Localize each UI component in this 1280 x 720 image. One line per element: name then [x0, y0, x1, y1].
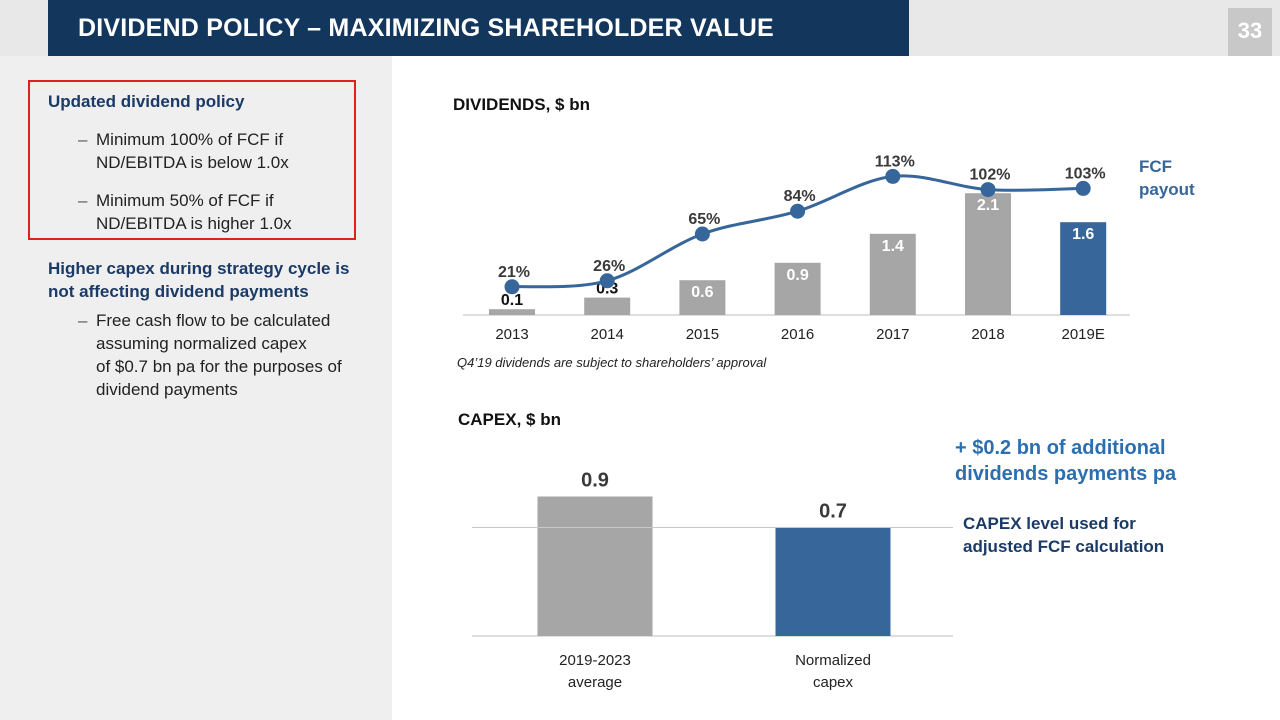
policy-bullet-1-text: Minimum 100% of FCF if ND/EBITDA is belo… [96, 130, 289, 172]
capex-category-label-2: Normalized capex [795, 652, 871, 691]
fcf-payout-label-2019E: 103% [1065, 165, 1106, 182]
fcf-payout-label-2013: 21% [498, 264, 530, 281]
capex-bar-2 [775, 527, 891, 636]
dividend-bar-2016 [774, 262, 821, 315]
dividend-year-label-2014: 2014 [591, 326, 624, 343]
dividend-year-label-2013: 2013 [495, 326, 528, 343]
dividend-value-label-2016: 0.9 [786, 267, 808, 284]
fcf-payout-point-2018 [980, 182, 996, 198]
fcf-payout-point-2013 [504, 279, 520, 295]
page-number: 33 [1228, 8, 1272, 56]
dividend-bar-2013 [489, 309, 535, 315]
capex-bar-1 [537, 496, 653, 636]
dividend-value-label-2019E: 1.6 [1072, 226, 1094, 243]
dividend-bar-2019E [1060, 222, 1107, 315]
capex-value-label-2: 0.7 [819, 501, 847, 523]
fcf-payout-label-2018: 102% [970, 167, 1011, 184]
capex-bullet-1: – Free cash flow to be calculated assumi… [78, 309, 378, 404]
dividends-chart-title: DIVIDENDS, $ bn [453, 95, 590, 114]
dividend-year-label-2015: 2015 [686, 326, 719, 343]
dividend-year-label-2017: 2017 [876, 326, 909, 343]
capex-category-label-line: capex [813, 674, 854, 691]
dividend-value-label-2015: 0.6 [691, 284, 713, 301]
dividend-value-label-2013: 0.1 [501, 292, 523, 309]
policy-bullet-2-text: Minimum 50% of FCF if ND/EBITDA is highe… [96, 191, 292, 233]
capex-level-annotation: CAPEX level used for adjusted FCF calcul… [963, 514, 1165, 556]
left-panel [0, 56, 392, 720]
policy-heading: Updated dividend policy [48, 92, 245, 111]
dividend-year-label-2018: 2018 [971, 326, 1004, 343]
dividend-value-label-2018: 2.1 [977, 197, 999, 214]
dividend-year-label-2019E: 2019E [1062, 326, 1105, 343]
capex-heading: Higher capex during strategy cycle is no… [48, 259, 350, 301]
fcf-payout-point-2015 [694, 226, 710, 242]
fcf-payout-label-2017: 113% [875, 153, 915, 170]
dividend-bar-2017 [869, 233, 916, 315]
capex-category-label-line: 2019-2023 [559, 652, 631, 669]
dividend-year-label-2016: 2016 [781, 326, 814, 343]
page-title: DIVIDEND POLICY – MAXIMIZING SHAREHOLDER… [48, 0, 909, 56]
fcf-payout-label-2015: 65% [688, 211, 720, 228]
fcf-payout-legend-line: FCF [1139, 157, 1172, 176]
capex-bullet-1-text: Free cash flow to be calculated assuming… [96, 311, 342, 399]
fcf-payout-label-2014: 26% [593, 258, 625, 275]
capex-chart-title: CAPEX, $ bn [458, 410, 561, 429]
fcf-payout-legend: FCF payout [1139, 157, 1195, 199]
fcf-payout-point-2016 [790, 203, 806, 219]
fcf-payout-legend-line: payout [1139, 180, 1195, 199]
capex-value-label-1: 0.9 [581, 470, 609, 492]
dividend-bar-2018 [965, 193, 1011, 315]
dividend-bar-2014 [584, 297, 631, 315]
bullet-dash: – [78, 130, 88, 149]
policy-bullet-2: – Minimum 50% of FCF if ND/EBITDA is hig… [78, 189, 358, 237]
fcf-payout-point-2014 [599, 273, 615, 289]
capex-category-label-line: average [568, 674, 622, 691]
bullet-dash: – [78, 311, 88, 330]
capex-category-label-1: 2019-2023 average [559, 652, 631, 691]
policy-highlight-box [28, 80, 356, 240]
dividend-bar-2015 [679, 280, 726, 315]
fcf-payout-label-2016: 84% [784, 188, 816, 205]
bullet-dash: – [78, 191, 88, 210]
additional-dividends-annotation: + $0.2 bn of additional dividends paymen… [955, 437, 1177, 485]
policy-bullet-1: – Minimum 100% of FCF if ND/EBITDA is be… [78, 128, 358, 176]
capex-category-label-line: Normalized [795, 652, 871, 669]
dividends-chart-note: Q4’19 dividends are subject to sharehold… [457, 355, 767, 370]
fcf-payout-point-2017 [885, 168, 901, 184]
dividend-value-label-2017: 1.4 [882, 238, 904, 255]
fcf-payout-point-2019E [1075, 180, 1091, 196]
